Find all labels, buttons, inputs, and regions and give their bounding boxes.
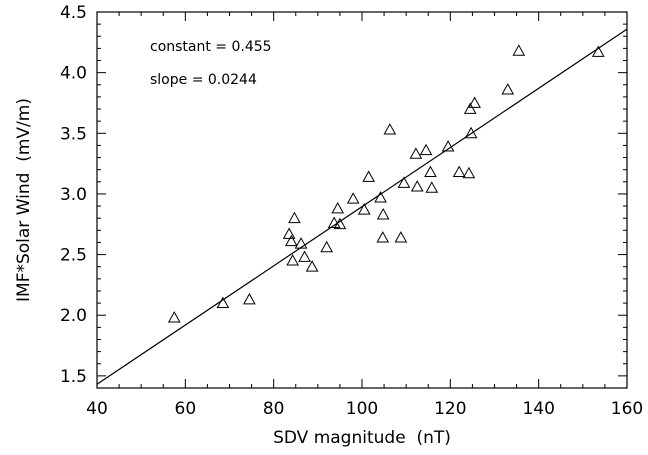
- data-point-triangle: [216, 296, 230, 308]
- data-point-triangle: [468, 96, 481, 108]
- annotation-constant: constant = 0.455: [150, 39, 272, 55]
- data-point-triangle: [362, 170, 375, 182]
- fit-line-group: [96, 28, 628, 385]
- data-point-triangle: [452, 165, 466, 178]
- y-tick-label: 2.5: [60, 246, 87, 266]
- data-point-triangle: [394, 231, 408, 243]
- x-tick-label: 140: [522, 399, 554, 419]
- data-point-triangle: [331, 201, 345, 214]
- data-point-triangle: [320, 240, 334, 253]
- data-point-triangle: [410, 180, 424, 192]
- data-point-triangle: [286, 254, 300, 266]
- data-point-triangle: [357, 203, 371, 215]
- data-point-triangle: [464, 126, 478, 139]
- data-point-triangle: [288, 211, 301, 224]
- y-tick-label: 3.5: [60, 124, 87, 144]
- x-tick-label: 80: [263, 399, 285, 419]
- data-point-triangle: [512, 44, 526, 56]
- y-tick-label: 2.0: [60, 306, 87, 326]
- data-point-triangle: [346, 192, 360, 204]
- data-point-triangle: [424, 165, 437, 178]
- data-point-triangle: [376, 231, 390, 243]
- data-point-triangle: [305, 260, 319, 272]
- data-point-triangle: [462, 166, 476, 179]
- data-point-triangle: [409, 147, 423, 159]
- data-point-triangle: [243, 292, 256, 305]
- data-point-triangle: [294, 237, 308, 249]
- data-point-triangle: [327, 216, 341, 228]
- data-point-triangle: [501, 83, 515, 95]
- y-tick-label: 4.5: [60, 3, 87, 23]
- data-point-triangle: [591, 45, 605, 57]
- x-tick-label: 40: [86, 399, 108, 419]
- x-tick-label: 160: [611, 399, 643, 419]
- data-point-triangle: [374, 191, 387, 203]
- annotation-slope: slope = 0.0244: [150, 72, 257, 88]
- data-point-triangle: [284, 234, 298, 247]
- data-point-triangle: [397, 176, 411, 188]
- x-axis-label: SDV magnitude (nT): [273, 428, 451, 448]
- data-point-triangle: [282, 227, 296, 239]
- x-tick-label: 120: [434, 399, 466, 419]
- y-tick-label: 1.5: [60, 367, 87, 387]
- data-point-triangle: [425, 181, 439, 193]
- data-point-triangle: [298, 250, 311, 262]
- y-axis-label: IMF*Solar Wind (mV/m): [14, 98, 34, 302]
- y-tick-label: 4.0: [60, 64, 87, 84]
- data-points: [167, 44, 605, 323]
- data-point-triangle: [419, 143, 433, 156]
- x-tick-label: 60: [175, 399, 197, 419]
- data-point-triangle: [383, 123, 397, 135]
- x-tick-label: 100: [346, 399, 378, 419]
- data-point-triangle: [167, 311, 181, 323]
- axis-tick-labels: 40 60 80 100 120 140 160 1.5 2.0 2.5 3.0 3.5 4.0 4.5: [60, 3, 643, 419]
- data-point-triangle: [333, 217, 347, 230]
- data-point-triangle: [463, 102, 477, 114]
- y-tick-label: 3.0: [60, 185, 87, 205]
- data-point-triangle: [376, 208, 390, 220]
- fit-line: [96, 28, 628, 385]
- axis-ticks: [96, 11, 628, 388]
- data-point-triangle: [441, 140, 455, 152]
